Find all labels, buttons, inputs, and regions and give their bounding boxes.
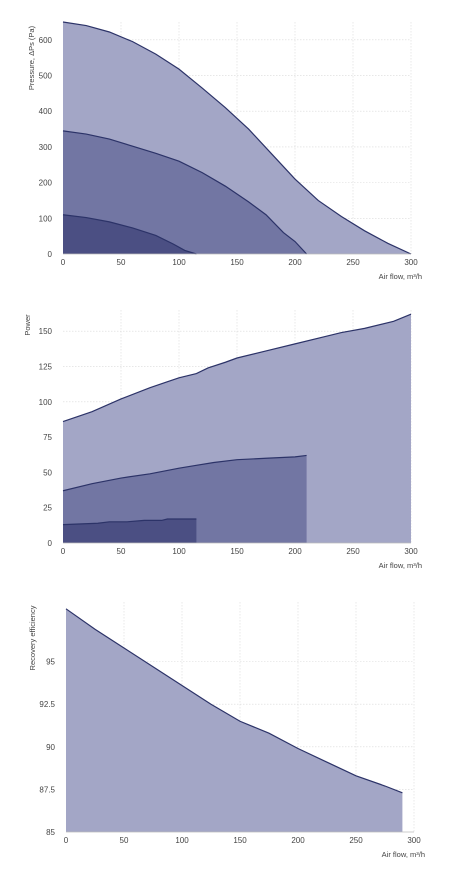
x-tick-label: 0 [61,258,66,267]
x-tick-label: 100 [172,258,186,267]
y-tick-label: 90 [46,743,55,752]
x-tick-label: 250 [346,258,360,267]
series-line-2 [62,130,308,255]
x-tick-label: 50 [120,836,129,845]
series-area-1 [66,608,403,832]
x-tick-label: 300 [407,836,421,845]
y-tick-label: 0 [48,250,53,259]
x-tick-label: 100 [175,836,189,845]
x-tick-label: 200 [288,547,302,556]
y-tick-label: 100 [39,398,53,407]
x-tick-label: 150 [230,547,244,556]
series-line-1 [62,313,412,423]
y-tick-label: 85 [46,828,55,837]
x-tick-label: 300 [404,258,418,267]
x-axis-label: Air flow, m³/h [379,561,422,570]
y-tick-label: 200 [39,179,53,188]
x-tick-label: 300 [404,547,418,556]
x-tick-label: 200 [291,836,305,845]
y-axis-label: Recovery efficiency [28,605,37,670]
x-axis-label: Air flow, m³/h [379,272,422,281]
x-tick-label: 50 [117,258,126,267]
y-tick-label: 600 [39,36,53,45]
x-tick-label: 50 [117,547,126,556]
series-line-3 [62,214,197,255]
y-axis-label: Power [23,314,32,336]
y-tick-label: 150 [39,327,53,336]
series-line-3 [62,518,197,526]
series-area-3 [63,214,197,254]
x-tick-label: 0 [64,836,69,845]
chart-2: 0 50 100 150 200 250 300 0 25 50 75 100 125 150 Air fl… [23,310,422,570]
y-tick-label: 125 [39,362,53,371]
y-tick-label: 100 [39,214,53,223]
series-area-2 [63,455,307,543]
y-tick-label: 87.5 [39,785,55,794]
y-tick-label: 75 [43,433,52,442]
y-tick-label: 92.5 [39,700,55,709]
x-tick-label: 200 [288,258,302,267]
x-tick-label: 150 [233,836,247,845]
series-line-1 [62,21,412,255]
series-area-2 [63,130,307,254]
x-tick-label: 250 [349,836,363,845]
x-tick-label: 250 [346,547,360,556]
series-line-2 [62,454,307,492]
chart-1: 0 50 100 150 200 250 300 0 100 200 300 400 500 600 Air… [27,21,422,281]
y-axis-label: Pressure, ΔPs (Pa) [27,25,36,90]
y-tick-label: 0 [48,539,53,548]
series-line-1 [65,608,403,794]
x-tick-label: 150 [230,258,244,267]
x-axis-label: Air flow, m³/h [382,850,425,859]
y-tick-label: 500 [39,72,53,81]
series-area-3 [63,518,197,543]
x-tick-label: 0 [61,547,66,556]
y-tick-label: 95 [46,658,55,667]
x-tick-label: 100 [172,547,186,556]
y-tick-label: 25 [43,504,52,513]
y-tick-label: 50 [43,468,52,477]
y-tick-label: 300 [39,143,53,152]
y-tick-label: 400 [39,107,53,116]
chart-3: 0 50 100 150 200 250 300 85 87.5 90 92.5 95 Air flow… [28,602,425,859]
